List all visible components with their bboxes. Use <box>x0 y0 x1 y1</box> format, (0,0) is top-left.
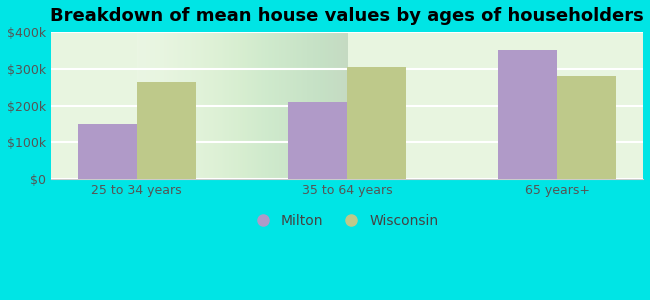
Bar <box>347 67 406 179</box>
Bar <box>288 102 347 179</box>
Bar <box>78 124 136 179</box>
Bar <box>499 50 557 179</box>
Title: Breakdown of mean house values by ages of householders: Breakdown of mean house values by ages o… <box>50 7 644 25</box>
Bar <box>136 82 196 179</box>
Legend: Milton, Wisconsin: Milton, Wisconsin <box>250 208 444 234</box>
Bar <box>557 76 616 179</box>
